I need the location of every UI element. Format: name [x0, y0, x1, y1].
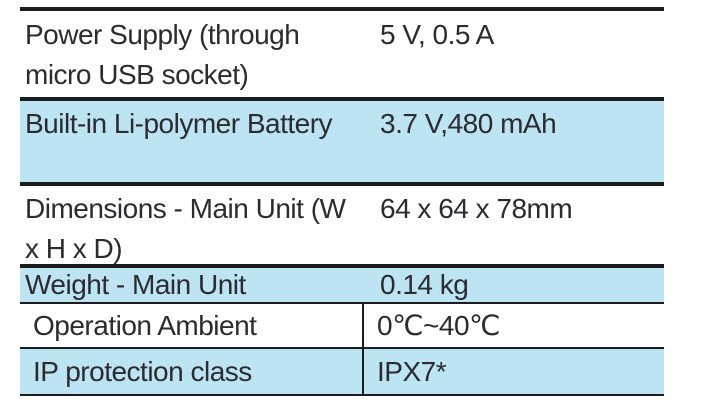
table-row-battery: Built-in Li-polymer Battery 3.7 V,480 mA…	[20, 97, 664, 182]
spec-label: Weight - Main Unit	[25, 269, 246, 300]
spec-label: IP protection class	[33, 355, 252, 387]
spec-value: IPX7*	[362, 349, 664, 394]
spec-value: 64 x 64 x 78mm	[380, 193, 573, 224]
table-row-weight: Weight - Main Unit 0.14 kg	[20, 264, 664, 302]
spec-value: 5 V, 0.5 A	[380, 19, 494, 50]
specifications-table: Power Supply (through micro USB socket) …	[20, 7, 664, 396]
table-row-ip-protection: IP protection class IPX7*	[20, 347, 664, 394]
spec-label: Power Supply (through micro USB socket)	[25, 19, 300, 90]
spec-label: Built-in Li-polymer Battery	[25, 108, 333, 139]
table-row-dimensions: Dimensions - Main Unit (W x H x D) 64 x …	[20, 182, 664, 264]
spec-value: 0.14 kg	[380, 269, 469, 300]
spec-label: Dimensions - Main Unit (W x H x D)	[25, 193, 346, 264]
table-row-power-supply: Power Supply (through micro USB socket) …	[20, 11, 664, 97]
spec-label: Operation Ambient	[33, 309, 257, 341]
spec-value: 3.7 V,480 mAh	[380, 108, 557, 139]
spec-value: 0℃~40℃	[362, 304, 664, 347]
table-row-operation-ambient: Operation Ambient 0℃~40℃	[20, 302, 664, 347]
